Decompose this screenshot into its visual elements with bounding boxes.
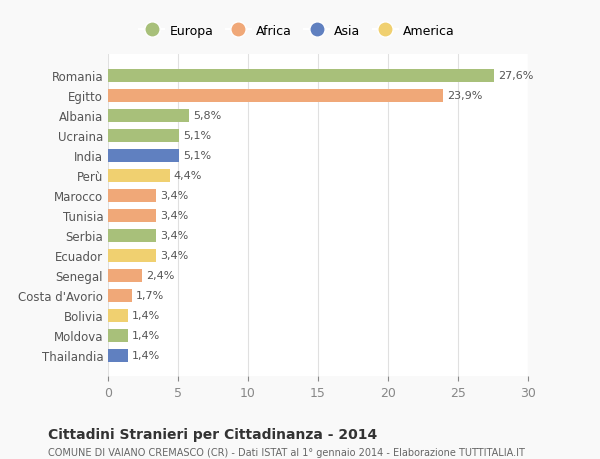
Text: 5,1%: 5,1%: [184, 131, 212, 141]
Bar: [108, 329, 128, 342]
Bar: [108, 249, 155, 262]
Bar: [108, 349, 128, 362]
Text: 3,4%: 3,4%: [160, 251, 188, 261]
Text: 5,1%: 5,1%: [184, 151, 212, 161]
Text: Cittadini Stranieri per Cittadinanza - 2014: Cittadini Stranieri per Cittadinanza - 2…: [48, 427, 377, 441]
Text: 1,4%: 1,4%: [132, 350, 160, 360]
Text: 1,7%: 1,7%: [136, 291, 164, 301]
Bar: [108, 90, 443, 102]
Text: 1,4%: 1,4%: [132, 330, 160, 340]
Bar: [108, 110, 189, 123]
Text: 1,4%: 1,4%: [132, 310, 160, 320]
Text: 3,4%: 3,4%: [160, 191, 188, 201]
Bar: [108, 309, 128, 322]
Bar: [108, 150, 179, 162]
Bar: [108, 169, 170, 182]
Bar: [108, 209, 155, 222]
Bar: [108, 229, 155, 242]
Text: 5,8%: 5,8%: [193, 111, 221, 121]
Text: COMUNE DI VAIANO CREMASCO (CR) - Dati ISTAT al 1° gennaio 2014 - Elaborazione TU: COMUNE DI VAIANO CREMASCO (CR) - Dati IS…: [48, 448, 525, 458]
Bar: [108, 289, 132, 302]
Legend: Europa, Africa, Asia, America: Europa, Africa, Asia, America: [134, 20, 460, 43]
Text: 3,4%: 3,4%: [160, 211, 188, 221]
Bar: [108, 269, 142, 282]
Bar: [108, 129, 179, 142]
Text: 23,9%: 23,9%: [447, 91, 482, 101]
Bar: [108, 189, 155, 202]
Text: 3,4%: 3,4%: [160, 231, 188, 241]
Text: 4,4%: 4,4%: [174, 171, 202, 181]
Bar: [108, 70, 494, 83]
Text: 27,6%: 27,6%: [499, 71, 534, 81]
Text: 2,4%: 2,4%: [146, 270, 174, 280]
